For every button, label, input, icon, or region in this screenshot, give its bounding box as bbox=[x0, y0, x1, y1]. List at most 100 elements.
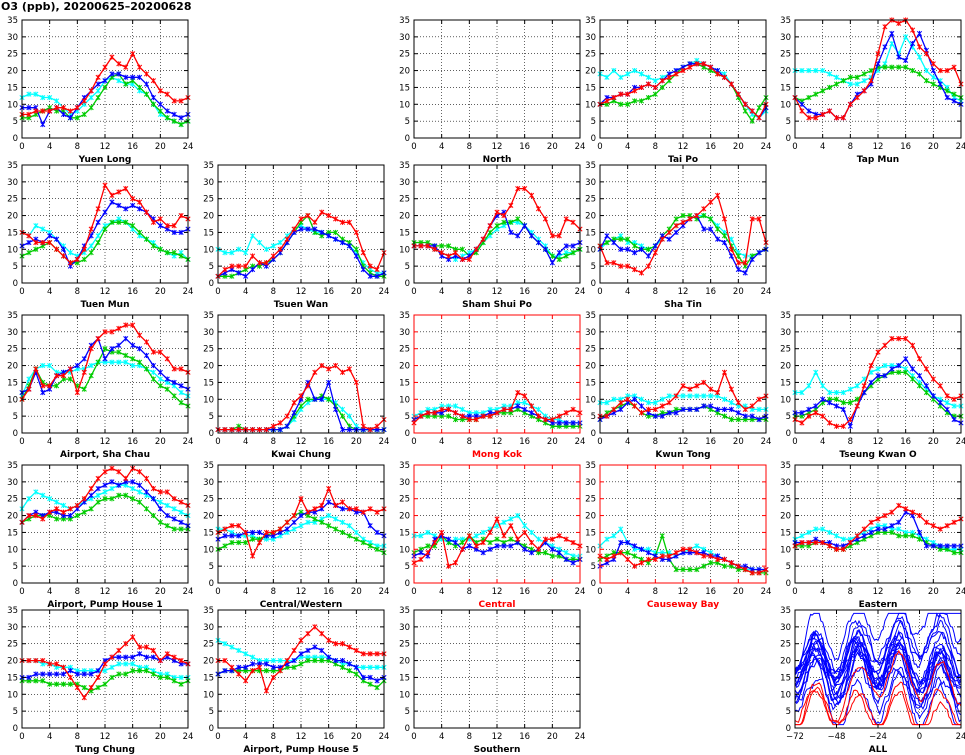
data-point bbox=[33, 239, 39, 246]
data-point bbox=[33, 246, 39, 252]
y-tick-label: 20 bbox=[7, 512, 18, 522]
data-point bbox=[652, 84, 658, 91]
data-point bbox=[143, 366, 150, 372]
data-point bbox=[250, 233, 256, 239]
data-point bbox=[164, 651, 170, 657]
data-point bbox=[60, 664, 67, 670]
data-point bbox=[680, 566, 686, 573]
data-point bbox=[291, 512, 297, 519]
data-point bbox=[26, 111, 32, 117]
data-point bbox=[95, 94, 101, 101]
station-label: Airport, Pump House 1 bbox=[47, 600, 162, 610]
station-chart-tseung-kwan-o: 0 5 10 15 20 25 30 35 0 4 8 12 16 20 24 Tseung Kwan O bbox=[780, 311, 965, 460]
y-tick-label: 25 bbox=[780, 345, 791, 355]
data-point bbox=[659, 533, 665, 539]
data-point bbox=[326, 396, 332, 402]
data-point bbox=[735, 400, 741, 406]
data-point bbox=[715, 71, 721, 77]
data-point bbox=[150, 243, 156, 249]
data-point bbox=[694, 550, 700, 556]
data-point bbox=[326, 233, 332, 239]
data-point bbox=[95, 81, 101, 87]
data-point bbox=[54, 506, 60, 512]
data-point bbox=[694, 393, 700, 399]
data-point bbox=[109, 199, 115, 205]
data-point bbox=[312, 506, 318, 512]
data-point bbox=[47, 509, 53, 515]
x-tick-label: 20 bbox=[928, 437, 939, 447]
data-point bbox=[284, 526, 290, 532]
data-point bbox=[67, 366, 73, 372]
x-tick-label: 16 bbox=[705, 587, 716, 597]
data-point bbox=[611, 533, 617, 539]
data-point bbox=[840, 423, 846, 429]
data-point bbox=[130, 496, 136, 502]
data-point bbox=[81, 496, 87, 502]
data-point bbox=[847, 416, 853, 423]
y-tick-label: 5 bbox=[209, 262, 214, 272]
data-point bbox=[250, 536, 256, 542]
data-point bbox=[742, 270, 748, 276]
data-point bbox=[563, 550, 569, 556]
data-point bbox=[418, 533, 424, 539]
x-tick-label: 24 bbox=[761, 287, 772, 297]
data-point bbox=[312, 226, 318, 232]
data-point bbox=[910, 27, 916, 33]
station-label: Causeway Bay bbox=[647, 600, 719, 610]
data-point bbox=[632, 553, 638, 559]
station-chart-sha-tin: 0 5 10 15 20 25 30 35 0 4 8 12 16 20 24 Sha Tin bbox=[585, 161, 771, 310]
data-point bbox=[854, 383, 860, 389]
data-point bbox=[291, 526, 297, 532]
y-tick-label: 0 bbox=[591, 279, 596, 289]
y-tick-label: 30 bbox=[780, 478, 791, 488]
data-point bbox=[916, 536, 923, 542]
station-label: Yuen Long bbox=[78, 155, 132, 165]
data-point bbox=[137, 229, 143, 236]
data-point bbox=[312, 644, 318, 650]
x-tick-label: 8 bbox=[848, 587, 853, 597]
data-point bbox=[611, 94, 617, 101]
data-point bbox=[157, 489, 163, 495]
data-point bbox=[756, 115, 762, 121]
data-point bbox=[374, 664, 380, 670]
data-point bbox=[875, 373, 881, 379]
data-point bbox=[277, 668, 283, 674]
data-point bbox=[333, 229, 339, 236]
data-point bbox=[549, 546, 555, 552]
data-point bbox=[930, 376, 936, 382]
data-point bbox=[847, 101, 853, 107]
data-point bbox=[604, 413, 610, 419]
data-point bbox=[171, 506, 177, 512]
x-tick-label: −24 bbox=[869, 732, 887, 742]
x-tick-label: 24 bbox=[379, 287, 390, 297]
data-point bbox=[923, 67, 929, 74]
data-point bbox=[694, 383, 700, 389]
data-point bbox=[60, 671, 67, 677]
data-point bbox=[868, 529, 874, 536]
x-tick-label: 4 bbox=[243, 587, 248, 597]
data-point bbox=[868, 67, 874, 74]
y-tick-label: 15 bbox=[585, 378, 596, 388]
x-tick-label: 12 bbox=[678, 437, 689, 447]
x-tick-label: 8 bbox=[653, 587, 658, 597]
x-tick-label: 16 bbox=[705, 437, 716, 447]
y-tick-label: 30 bbox=[399, 328, 410, 338]
y-tick-label: 0 bbox=[405, 134, 410, 144]
data-point bbox=[923, 51, 929, 57]
data-point bbox=[508, 219, 514, 225]
data-point bbox=[137, 482, 143, 488]
data-point bbox=[632, 88, 638, 94]
y-tick-label: 25 bbox=[7, 345, 18, 355]
x-tick-label: 4 bbox=[243, 732, 248, 742]
data-point bbox=[102, 209, 108, 215]
data-point bbox=[123, 352, 129, 359]
data-point bbox=[756, 250, 762, 256]
x-tick-label: 8 bbox=[75, 732, 80, 742]
data-point bbox=[250, 529, 256, 536]
data-point bbox=[749, 118, 755, 124]
data-point bbox=[930, 543, 936, 549]
data-point bbox=[563, 556, 569, 562]
y-tick-label: 20 bbox=[7, 657, 18, 667]
data-point bbox=[312, 657, 318, 664]
y-tick-label: 30 bbox=[585, 178, 596, 188]
